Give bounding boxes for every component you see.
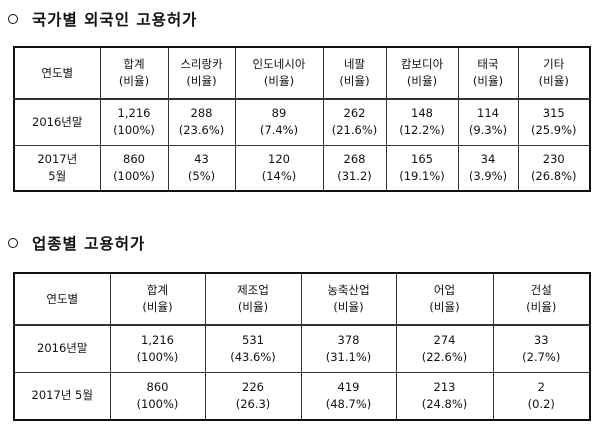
data-cell: 114 (9.3%) <box>457 98 519 146</box>
data-cell: 419 (48.7%) <box>300 371 397 421</box>
data-cell: 89 (7.4%) <box>234 98 324 146</box>
data-cell: 120 (14%) <box>234 144 324 192</box>
data-cell: 226 (26.3) <box>204 371 302 421</box>
header-cell: 농축산업 (비율) <box>300 272 397 326</box>
header-cell: 네팔 (비율) <box>322 46 387 100</box>
section-title-by-country: 국가별 외국인 고용허가 <box>8 8 197 30</box>
row-label-cell: 2016년말 <box>13 98 101 146</box>
circle-bullet-icon <box>8 14 18 24</box>
row-label-cell: 2017년 5월 <box>13 144 101 192</box>
data-cell: 262 (21.6%) <box>322 98 387 146</box>
data-cell: 268 (31.2) <box>322 144 387 192</box>
table-header-row: 연도별 합계 (비율) 스리랑카 (비율) 인도네시아 (비율) 네팔 (비율) 캄보디… <box>13 46 591 100</box>
circle-bullet-icon <box>8 238 18 248</box>
data-cell: 860 (100%) <box>109 371 206 421</box>
data-cell: 378 (31.1%) <box>300 324 397 373</box>
data-cell: 1,216 (100%) <box>109 324 206 373</box>
section-title-text: 국가별 외국인 고용허가 <box>32 11 198 29</box>
row-label-cell: 2017년 5월 <box>13 371 111 421</box>
data-cell: 274 (22.6%) <box>395 324 494 373</box>
data-cell: 43 (5%) <box>167 144 236 192</box>
data-cell: 315 (25.9%) <box>517 98 591 146</box>
data-cell: 148 (12.2%) <box>385 98 459 146</box>
header-cell: 어업 (비율) <box>395 272 494 326</box>
table-by-country: 연도별 합계 (비율) 스리랑카 (비율) 인도네시아 (비율) 네팔 (비율) 캄보디… <box>13 46 591 192</box>
header-cell: 캄보디아 (비율) <box>385 46 459 100</box>
table-row: 2016년말 1,216 (100%) 288 (23.6%) 89 (7.4%) 2… <box>13 98 591 146</box>
table-header-row: 연도별 합계 (비율) 제조업 (비율) 농축산업 (비율) 어업 (비율) 건설 (비율… <box>13 272 591 326</box>
header-cell: 건설 (비율) <box>492 272 591 326</box>
header-cell: 연도별 <box>13 46 101 100</box>
section-title-text: 업종별 고용허가 <box>32 235 146 253</box>
header-cell: 스리랑카 (비율) <box>167 46 236 100</box>
data-cell: 531 (43.6%) <box>204 324 302 373</box>
data-cell: 33 (2.7%) <box>492 324 591 373</box>
data-cell: 230 (26.8%) <box>517 144 591 192</box>
header-cell: 태국 (비율) <box>457 46 519 100</box>
section-title-by-industry: 업종별 고용허가 <box>8 232 145 254</box>
data-cell: 2 (0.2) <box>492 371 591 421</box>
data-cell: 34 (3.9%) <box>457 144 519 192</box>
table-row: 2016년말 1,216 (100%) 531 (43.6%) 378 (31.1%)… <box>13 324 591 373</box>
header-cell: 연도별 <box>13 272 111 326</box>
data-cell: 860 (100%) <box>99 144 169 192</box>
row-label-cell: 2016년말 <box>13 324 111 373</box>
data-cell: 288 (23.6%) <box>167 98 236 146</box>
table-row: 2017년 5월 860 (100%) 43 (5%) 120 (14%) 268 (31… <box>13 144 591 192</box>
data-cell: 165 (19.1%) <box>385 144 459 192</box>
table-by-industry: 연도별 합계 (비율) 제조업 (비율) 농축산업 (비율) 어업 (비율) 건설 (비율… <box>13 272 591 421</box>
header-cell: 합계 (비율) <box>109 272 206 326</box>
header-cell: 기타 (비율) <box>517 46 591 100</box>
header-cell: 합계 (비율) <box>99 46 169 100</box>
data-cell: 1,216 (100%) <box>99 98 169 146</box>
table-row: 2017년 5월 860 (100%) 226 (26.3) 419 (48.7%) … <box>13 371 591 421</box>
header-cell: 인도네시아 (비율) <box>234 46 324 100</box>
data-cell: 213 (24.8%) <box>395 371 494 421</box>
header-cell: 제조업 (비율) <box>204 272 302 326</box>
